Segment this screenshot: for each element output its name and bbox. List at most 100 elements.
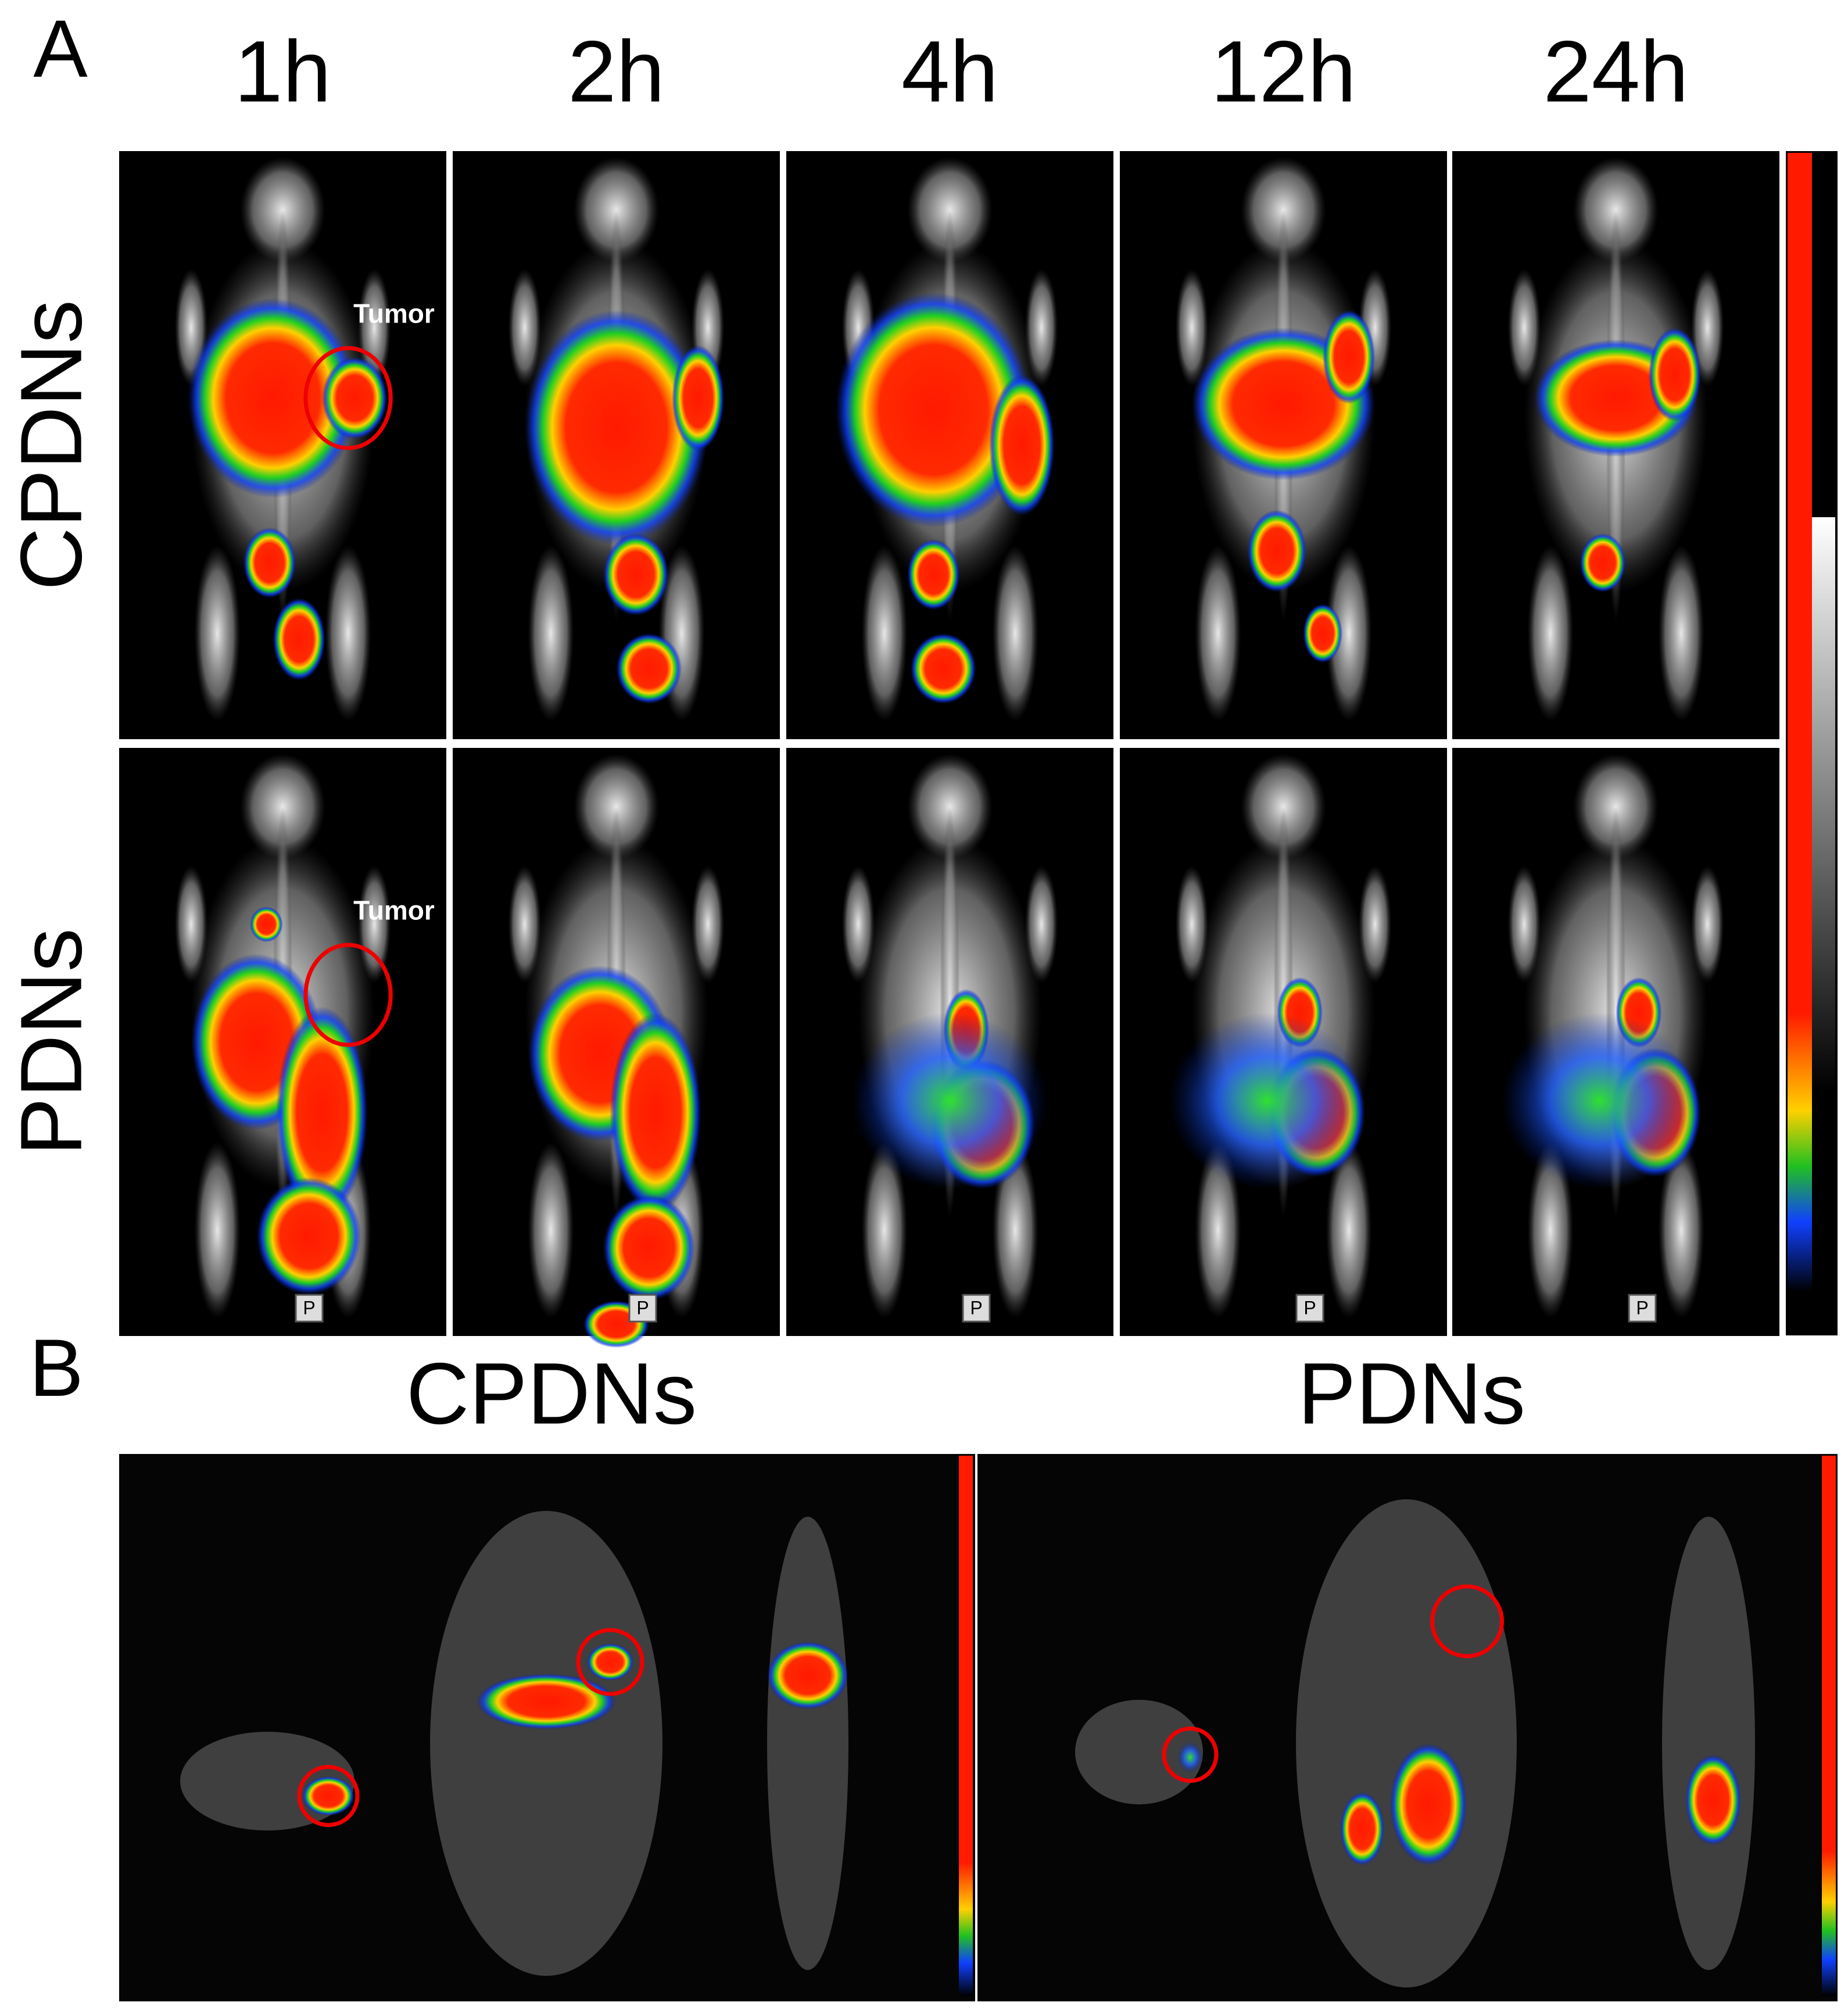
orientation-marker: P xyxy=(1636,1298,1648,1319)
image-detail xyxy=(1195,545,1241,722)
marker-box xyxy=(1628,1294,1657,1323)
image-detail xyxy=(256,1177,361,1295)
image-detail xyxy=(1507,865,1541,983)
image-detail xyxy=(910,633,976,704)
image-detail xyxy=(1323,310,1376,404)
image-detail xyxy=(616,633,682,704)
image-detail xyxy=(861,545,908,722)
orientation-marker: P xyxy=(303,1298,315,1319)
image-detail xyxy=(508,268,542,386)
panel-title: PDNs xyxy=(1298,1345,1525,1442)
image-detail xyxy=(989,374,1055,516)
image-detail xyxy=(1075,1700,1203,1804)
image-detail xyxy=(992,1142,1038,1319)
image-detail xyxy=(1658,545,1704,722)
image-detail xyxy=(603,533,669,616)
panel-label: A xyxy=(33,3,88,94)
column-label: 12h xyxy=(1210,23,1356,120)
image-detail xyxy=(603,1195,695,1301)
image-detail xyxy=(508,865,542,983)
image-detail xyxy=(322,357,388,439)
image-detail xyxy=(841,865,875,983)
column-label: 1h xyxy=(234,23,331,120)
colorbar xyxy=(959,1456,973,1862)
image-detail xyxy=(992,545,1038,722)
image-detail xyxy=(1658,1142,1704,1319)
image-detail xyxy=(907,754,993,860)
image-detail xyxy=(302,1776,354,1816)
image-detail xyxy=(1169,1012,1366,1189)
image-detail xyxy=(1691,865,1724,983)
image-detail xyxy=(273,598,325,680)
image-detail xyxy=(1580,533,1626,593)
image-detail xyxy=(477,1674,616,1729)
image-detail xyxy=(1326,1142,1372,1319)
colorbar xyxy=(1822,1851,1836,1996)
tumor-circle xyxy=(1162,1727,1219,1783)
image-detail xyxy=(1175,268,1209,386)
annotation: Tumor xyxy=(353,896,435,926)
image-detail xyxy=(1303,604,1342,663)
row-label: PDNs xyxy=(2,928,100,1156)
image-detail xyxy=(1177,1742,1203,1773)
image-detail xyxy=(1326,545,1372,722)
column-label: 4h xyxy=(901,23,998,120)
tumor-circle xyxy=(303,943,393,1047)
image-detail xyxy=(610,1012,701,1213)
image-detail xyxy=(1662,1517,1755,1970)
image-detail xyxy=(357,865,391,983)
image-detail xyxy=(767,1517,848,1970)
image-detail xyxy=(1175,865,1209,983)
image-detail xyxy=(357,268,391,386)
tumor-circle xyxy=(297,1765,360,1827)
marker-box xyxy=(962,1294,991,1323)
image-detail xyxy=(250,907,283,942)
image-detail xyxy=(194,1142,241,1319)
image-detail xyxy=(861,1142,908,1319)
image-detail xyxy=(276,1006,368,1219)
colorbar-segment xyxy=(1788,153,1812,1013)
colorbar xyxy=(1822,1456,1836,1851)
image-detail xyxy=(1025,268,1058,386)
image-detail xyxy=(1507,268,1541,386)
image-detail xyxy=(587,1643,633,1681)
marker-box xyxy=(1295,1294,1324,1323)
image-detail xyxy=(1025,865,1058,983)
image-detail xyxy=(243,527,296,599)
image-detail xyxy=(1691,268,1724,386)
image-detail xyxy=(767,1641,848,1710)
panel-title: CPDNs xyxy=(406,1345,697,1442)
image-detail xyxy=(174,865,208,983)
image-detail xyxy=(1340,1792,1384,1865)
image-detail xyxy=(907,539,960,610)
image-detail xyxy=(1573,754,1659,860)
image-detail xyxy=(1241,754,1326,860)
column-label: 2h xyxy=(568,23,665,120)
image-detail xyxy=(240,754,325,860)
image-detail xyxy=(1527,545,1574,722)
image-detail xyxy=(691,865,725,983)
orientation-marker: P xyxy=(970,1298,982,1319)
image-detail xyxy=(1648,327,1701,422)
image-detail xyxy=(835,292,1032,528)
colorbar-segment xyxy=(1788,1013,1812,1292)
column-label: 24h xyxy=(1543,23,1688,120)
colorbar xyxy=(959,1862,973,1996)
image-detail xyxy=(851,1012,1048,1189)
image-detail xyxy=(1685,1754,1741,1846)
image-detail xyxy=(528,1142,574,1319)
image-detail xyxy=(672,345,725,452)
image-detail xyxy=(1389,1743,1467,1865)
image-detail xyxy=(1501,1012,1698,1189)
image-detail xyxy=(1358,865,1392,983)
orientation-marker: P xyxy=(636,1298,649,1319)
image-detail xyxy=(524,310,708,546)
annotation: Tumor xyxy=(353,299,435,329)
image-detail xyxy=(188,298,358,499)
marker-box xyxy=(628,1294,657,1323)
tumor-circle xyxy=(576,1628,644,1696)
image-detail xyxy=(574,754,659,860)
image-detail xyxy=(1296,1499,1517,1987)
